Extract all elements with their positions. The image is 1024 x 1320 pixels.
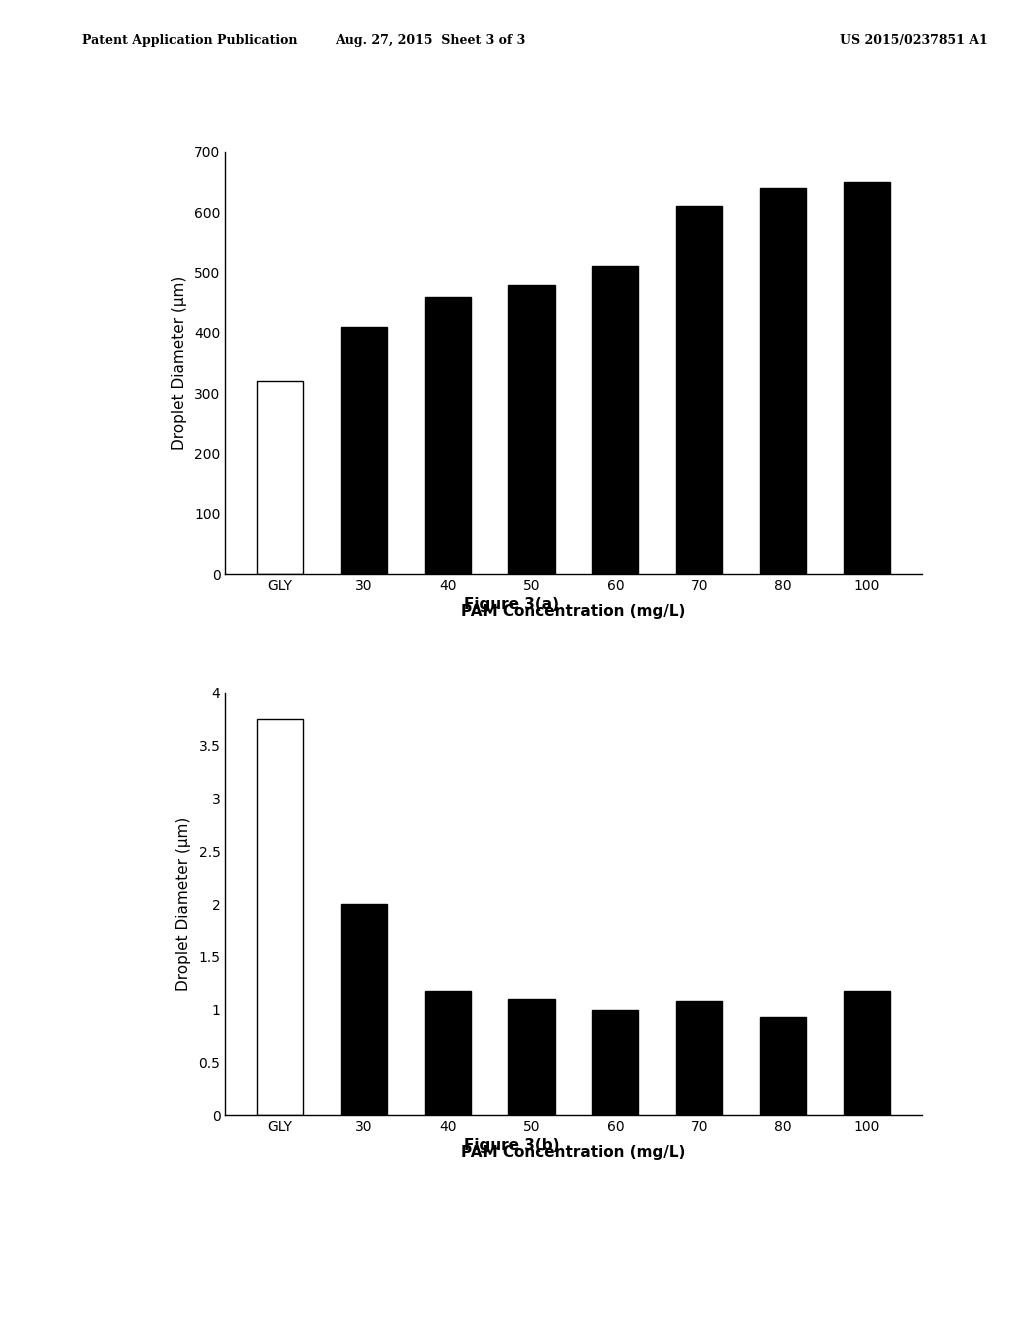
Y-axis label: Droplet Diameter (μm): Droplet Diameter (μm) xyxy=(176,817,191,991)
Bar xyxy=(509,999,555,1115)
Bar xyxy=(341,904,387,1115)
Text: Patent Application Publication: Patent Application Publication xyxy=(82,34,297,48)
Text: Aug. 27, 2015  Sheet 3 of 3: Aug. 27, 2015 Sheet 3 of 3 xyxy=(335,34,525,48)
Bar xyxy=(592,1010,638,1115)
Bar xyxy=(425,991,471,1115)
Bar xyxy=(592,267,638,574)
Bar xyxy=(844,991,890,1115)
Bar xyxy=(760,1018,806,1115)
X-axis label: PAM Concentration (mg/L): PAM Concentration (mg/L) xyxy=(461,605,686,619)
Bar xyxy=(676,206,722,574)
Text: Figure 3(b): Figure 3(b) xyxy=(464,1138,560,1152)
Text: Figure 3(a): Figure 3(a) xyxy=(465,597,559,611)
Bar xyxy=(760,187,806,574)
Text: US 2015/0237851 A1: US 2015/0237851 A1 xyxy=(840,34,987,48)
Bar xyxy=(257,381,303,574)
Bar xyxy=(676,1002,722,1115)
X-axis label: PAM Concentration (mg/L): PAM Concentration (mg/L) xyxy=(461,1146,686,1160)
Bar xyxy=(257,719,303,1115)
Bar xyxy=(341,327,387,574)
Bar xyxy=(844,182,890,574)
Y-axis label: Droplet Diameter (μm): Droplet Diameter (μm) xyxy=(172,276,187,450)
Bar xyxy=(425,297,471,574)
Bar xyxy=(509,285,555,574)
